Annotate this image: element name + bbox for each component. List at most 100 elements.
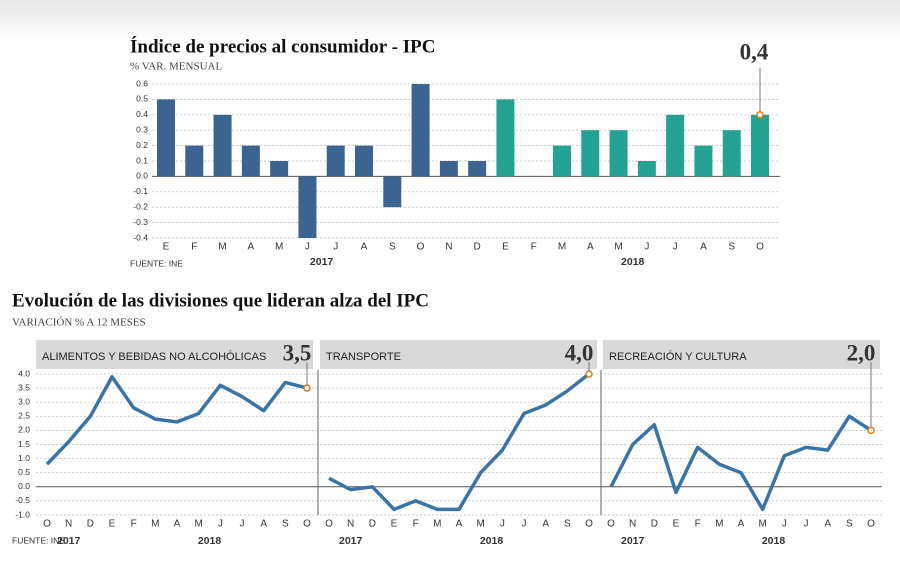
panel-title: RECREACIÓN Y CULTURA (609, 350, 747, 363)
panel-header (603, 340, 880, 369)
x-tick-label: A (738, 519, 745, 530)
highlight-dot (756, 111, 764, 119)
x-tick-label: D (87, 519, 94, 530)
bar (355, 145, 373, 177)
y-tick-label: -0.2 (133, 201, 148, 211)
x-tick-label: J (804, 519, 809, 530)
year-label: 2017 (310, 256, 334, 268)
x-tick-label: N (629, 519, 636, 530)
bar (439, 161, 458, 177)
year-label: 2018 (198, 535, 222, 547)
x-tick-label: N (445, 242, 452, 253)
x-tick-label: N (65, 519, 72, 530)
x-tick-label: J (500, 519, 505, 530)
x-tick-label: O (43, 519, 51, 530)
year-label: 2018 (621, 256, 645, 268)
y-tick-label: 0.5 (18, 467, 30, 477)
x-tick-label: O (867, 519, 875, 530)
y-tick-label: 0.5 (136, 94, 148, 104)
x-tick-label: M (194, 519, 202, 530)
chart-title: Evolución de las divisiones que lideran … (12, 290, 429, 311)
chart-title: Índice de precios al consumidor - IPC (130, 35, 435, 57)
x-tick-label: J (782, 519, 787, 530)
panel-title: ALIMENTOS Y BEBIDAS NO ALCOHÓLICAS (42, 350, 266, 363)
x-tick-label: J (673, 242, 678, 253)
bar (411, 84, 430, 177)
bar (326, 145, 345, 177)
bar (637, 161, 656, 177)
panel-header (320, 340, 597, 369)
header-band (0, 0, 900, 40)
y-tick-label: 0.4 (136, 109, 148, 119)
y-tick-label: -0.5 (15, 495, 30, 505)
x-tick-label: J (644, 242, 649, 253)
x-tick-label: S (846, 519, 853, 530)
bar (298, 176, 317, 238)
y-tick-label: 0.6 (136, 78, 148, 88)
x-tick-label: E (109, 519, 116, 530)
x-tick-label: E (673, 519, 680, 530)
y-tick-label: 3.5 (18, 382, 30, 392)
line (328, 372, 591, 512)
bar (666, 114, 685, 177)
x-tick-label: M (476, 519, 484, 530)
bar (383, 176, 402, 208)
x-tick-label: A (456, 519, 463, 530)
y-tick-label: 0.0 (18, 481, 30, 491)
annotation: 2,0 (847, 340, 876, 365)
x-tick-label: J (305, 242, 310, 253)
x-tick-label: J (522, 519, 527, 530)
x-tick-label: D (474, 242, 481, 253)
x-tick-label: M (275, 242, 283, 253)
y-tick-label: 3.0 (18, 396, 30, 406)
chart-subtitle: % VAR. MENSUAL (130, 61, 222, 73)
x-tick-label: A (248, 242, 255, 253)
bar (609, 130, 628, 177)
x-tick-label: S (728, 242, 735, 253)
bar (241, 145, 260, 177)
x-tick-label: F (191, 242, 197, 253)
bar (496, 99, 515, 177)
x-tick-label: M (151, 519, 159, 530)
y-tick-label: -0.4 (133, 232, 148, 242)
y-tick-label: 0.1 (136, 155, 148, 165)
x-tick-label: M (558, 242, 566, 253)
chart-subtitle: VARIACIÓN % A 12 MESES (12, 317, 146, 329)
highlight-dot (867, 426, 875, 435)
bar (553, 145, 571, 177)
x-tick-label: S (282, 519, 289, 530)
year-label: 2018 (762, 535, 786, 547)
x-tick-label: A (700, 242, 707, 253)
bar (270, 161, 289, 177)
source: FUENTE: INE (12, 535, 65, 545)
bar (694, 145, 713, 177)
y-tick-label: 0.2 (136, 140, 148, 150)
bar (722, 130, 741, 177)
x-tick-label: M (218, 242, 226, 253)
y-tick-label: 1.5 (18, 439, 30, 449)
x-tick-label: M (758, 519, 766, 530)
x-tick-label: M (614, 242, 622, 253)
x-tick-label: O (756, 242, 764, 253)
x-tick-label: A (587, 242, 594, 253)
x-tick-label: A (542, 519, 549, 530)
line (45, 375, 308, 466)
y-tick-label: 1.0 (18, 453, 30, 463)
bar (185, 145, 204, 177)
x-tick-label: A (361, 242, 368, 253)
x-tick-label: O (585, 519, 593, 530)
y-tick-label: 0.0 (136, 171, 148, 181)
x-tick-label: O (417, 242, 425, 253)
x-tick-label: M (715, 519, 723, 530)
year-label: 2017 (339, 535, 363, 547)
x-tick-label: F (695, 519, 701, 530)
x-tick-label: O (303, 519, 311, 530)
panel-title: TRANSPORTE (326, 351, 401, 363)
x-tick-label: D (369, 519, 376, 530)
panel-header (36, 340, 313, 369)
y-tick-label: -0.1 (133, 186, 148, 196)
x-tick-label: A (260, 519, 267, 530)
source: FUENTE: INE (130, 258, 183, 268)
bar (213, 114, 232, 177)
